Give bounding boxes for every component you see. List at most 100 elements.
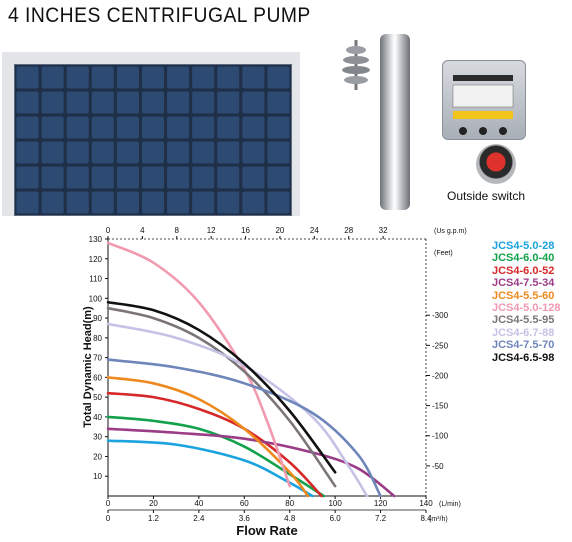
x2-tick-label: 1.2 [148, 514, 160, 523]
solar-cell [192, 66, 215, 89]
top-axis-unit: (Us g.p.m) [434, 228, 467, 235]
legend-item-jcs4-7.5-70: JCS4-7.5-70 [492, 339, 555, 352]
solar-cell [66, 191, 89, 214]
y-tick-label: 90 [93, 314, 102, 323]
x2-tick-label: 2.4 [193, 514, 205, 523]
solar-cell [41, 116, 64, 139]
solar-cell [91, 191, 114, 214]
top-tick-label: 8 [175, 226, 180, 235]
solar-cell [141, 141, 165, 164]
top-tick-label: 16 [241, 226, 250, 235]
x-tick-label: 20 [149, 499, 158, 508]
solar-cell [91, 166, 114, 189]
series-line-jcs4-6.7-88 [106, 322, 369, 498]
x-tick-label: 100 [328, 499, 342, 508]
solar-cell [91, 66, 114, 89]
series-line-jcs4-6.5-98 [106, 300, 337, 474]
y-tick-label: 130 [89, 235, 103, 244]
solar-cell [217, 191, 240, 214]
solar-cell [217, 66, 240, 89]
x-axis-unit-lmin: (L/min) [439, 501, 461, 508]
legend-item-jcs4-6.0-40: JCS4-6.0-40 [492, 252, 555, 265]
x2-tick-label: 7.2 [375, 514, 387, 523]
x-tick-label: 0 [106, 499, 111, 508]
solar-cell [41, 191, 64, 214]
solar-cell [217, 91, 240, 114]
solar-cell [242, 66, 265, 89]
series-line-jcs4-6.0-52 [106, 391, 323, 498]
solar-cell [267, 141, 290, 164]
solar-cell [41, 141, 64, 164]
series-line-jcs4-5.0-128 [106, 241, 292, 488]
solar-cell [192, 91, 215, 114]
y-tick-label: 70 [93, 354, 102, 363]
y-tick-label: 50 [93, 393, 102, 402]
solar-cell [242, 166, 265, 189]
top-tick-label: 20 [275, 226, 284, 235]
solar-cell [91, 116, 114, 139]
series-line-jcs4-7.5-34 [106, 427, 396, 498]
solar-cell [116, 191, 139, 214]
solar-cell [192, 191, 215, 214]
solar-cell [116, 91, 139, 114]
solar-cell [192, 141, 215, 164]
solar-cell [116, 141, 139, 164]
solar-cell [167, 166, 190, 189]
solar-cell [141, 166, 165, 189]
solar-cell [116, 66, 139, 89]
legend-item-jcs4-5.5-60: JCS4-5.5-60 [492, 289, 555, 302]
controller-box-image [442, 60, 526, 140]
solar-cell [91, 91, 114, 114]
outside-switch-icon [476, 144, 516, 184]
solar-cell [167, 191, 190, 214]
y-tick-label: 40 [93, 413, 102, 422]
solar-cell [242, 116, 265, 139]
solar-cell [16, 166, 39, 189]
solar-cell [141, 66, 165, 89]
solar-cell [141, 91, 165, 114]
solar-cell [16, 141, 39, 164]
page-title: 4 INCHES CENTRIFUGAL PUMP [8, 4, 311, 27]
legend-item-jcs4-6.0-52: JCS4-6.0-52 [492, 264, 555, 277]
solar-cell [66, 66, 89, 89]
solar-cell [66, 166, 89, 189]
outside-switch-label: Outside switch [447, 189, 526, 203]
right-tick-label: -100 [432, 432, 449, 441]
right-axis-unit: (Feet) [434, 250, 453, 257]
series-line-jcs4-5.0-28 [106, 439, 314, 498]
y-tick-label: 20 [93, 452, 102, 461]
solar-cell [267, 116, 290, 139]
solar-cell [192, 166, 215, 189]
x-tick-label: 60 [240, 499, 249, 508]
solar-cell [267, 66, 290, 89]
solar-cell [167, 66, 190, 89]
solar-cell [66, 116, 89, 139]
y-tick-label: 80 [93, 334, 102, 343]
x2-tick-label: 8.4 [420, 514, 432, 523]
y-axis-title: Total Dynamic Head(m) [82, 306, 94, 428]
solar-cell [16, 191, 39, 214]
x2-tick-label: 3.6 [239, 514, 251, 523]
solar-cell [91, 141, 114, 164]
solar-cell [167, 116, 190, 139]
solar-cell [167, 141, 190, 164]
top-tick-label: 28 [344, 226, 353, 235]
right-tick-label: -250 [432, 341, 449, 350]
right-tick-label: -300 [432, 311, 449, 320]
solar-panel-image [14, 64, 292, 216]
solar-cell [141, 116, 165, 139]
legend-item-jcs4-7.5-34: JCS4-7.5-34 [492, 277, 555, 290]
x2-tick-label: 0 [106, 514, 111, 523]
right-tick-label: -50 [432, 462, 444, 471]
x-tick-label: 40 [194, 499, 203, 508]
solar-cell [167, 91, 190, 114]
solar-cell [66, 141, 89, 164]
solar-cell [267, 166, 290, 189]
y-tick-label: 110 [89, 275, 102, 284]
series-line-jcs4-5.5-60 [106, 376, 310, 498]
y-tick-label: 60 [93, 373, 102, 382]
solar-cell [41, 66, 64, 89]
solar-cell [66, 91, 89, 114]
solar-cell [242, 141, 265, 164]
top-tick-label: 32 [379, 226, 388, 235]
